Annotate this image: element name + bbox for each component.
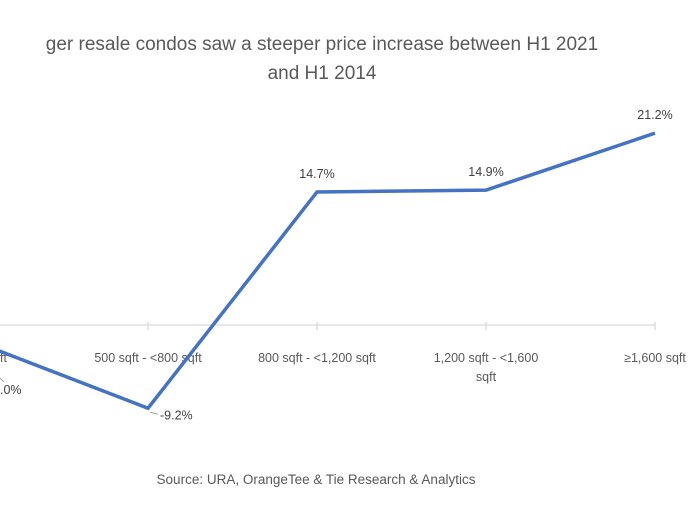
x-tick-label: 1,200 sqft - <1,600 [434,351,539,365]
x-tick-label: ft [0,351,7,365]
x-tick-label: ≥1,600 sqft [624,351,686,365]
data-label: -9.2% [160,408,193,422]
data-label: 14.9% [468,165,503,179]
data-label: 21.2% [637,108,672,122]
data-label: 14.7% [299,167,334,181]
chart-title-line-1: ger resale condos saw a steeper price in… [46,34,598,55]
x-tick-label: sqft [476,370,497,384]
data-label-leader [0,377,5,383]
series-line [0,131,656,411]
source-note: Source: URA, OrangeTee & Tie Research & … [157,472,476,487]
x-tick-label: 500 sqft - <800 sqft [94,351,202,365]
data-label-leader [149,411,159,415]
chart-title-line-2: and H1 2014 [268,63,377,84]
data-label: .0% [0,383,22,397]
x-tick-label: 800 sqft - <1,200 sqft [258,351,376,365]
